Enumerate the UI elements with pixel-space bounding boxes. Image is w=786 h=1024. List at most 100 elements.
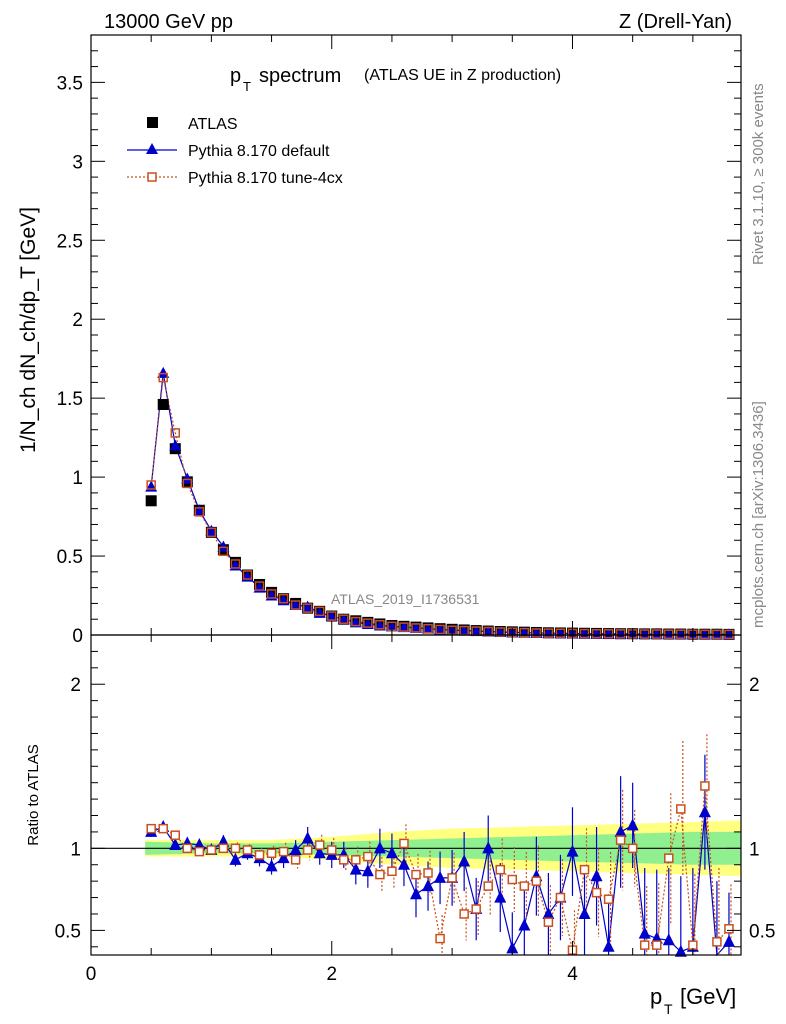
main-point-tune [375, 619, 385, 630]
ratio-ytick-label-right: 0.5 [749, 921, 775, 942]
main-point-tune [206, 527, 217, 538]
main-point-default [614, 627, 627, 639]
main-point-default [410, 621, 422, 633]
rivet-version-label: Rivet 3.1.10, ≥ 300k events [750, 83, 767, 265]
ratio-point-tune [471, 904, 481, 914]
main-point-default [710, 628, 723, 640]
ratio-point-tune [242, 845, 253, 855]
main-point-default [662, 628, 675, 640]
ratio-point-tune [700, 781, 710, 791]
main-ytick-label: 3.5 [57, 73, 83, 94]
main-point-tune [591, 628, 602, 639]
legend-marker-atlas [147, 117, 158, 128]
main-point-default [325, 610, 338, 622]
main-point-tune [712, 629, 722, 640]
main-point-default [698, 628, 711, 640]
main-point-default [193, 504, 206, 516]
main-point-tune [351, 616, 361, 627]
ratio-xtick-label: 4 [567, 964, 578, 985]
ratio-point-tune [603, 894, 614, 904]
ratio-point-tune [351, 855, 361, 865]
main-point-tune [531, 628, 542, 638]
ratio-point-tune [483, 881, 493, 891]
main-ytick-label: 1.5 [57, 389, 83, 410]
ratio-point-tune [591, 887, 602, 898]
ratio-point-default [458, 854, 471, 867]
main-point-default [205, 524, 218, 536]
ratio-point-tune [266, 848, 277, 859]
main-point-default [674, 628, 687, 640]
ratio-point-default [602, 939, 615, 952]
ratio-ytick-label-left: 2 [70, 675, 81, 696]
ratio-point-default [289, 842, 302, 855]
main-point-tune [603, 628, 614, 639]
ratio-point-default [626, 818, 639, 831]
legend-label-default: Pythia 8.170 default [188, 143, 330, 160]
main-point-default [482, 625, 495, 637]
main-point-tune [411, 623, 421, 633]
main-point-tune [639, 629, 650, 639]
xlabel-subscript: T [664, 1001, 673, 1017]
main-point-default [458, 624, 471, 636]
ratio-point-tune [290, 855, 301, 865]
ratio-ytick-label-left: 0.5 [55, 921, 81, 942]
mcplots-label: mcplots.cern.ch [arXiv:1306.3436] [750, 401, 767, 628]
ratio-point-tune [543, 917, 554, 927]
ratio-frame [90, 634, 742, 956]
main-ytick-label: 3 [72, 152, 83, 173]
main-point-tune [254, 581, 265, 591]
main-point-tune [519, 627, 530, 638]
ratio-point-default [482, 841, 495, 854]
ratio-point-tune [519, 881, 530, 891]
ratio-ytick-label-left: 1 [70, 839, 81, 860]
main-ytick-label: 2 [72, 310, 83, 331]
main-point-tune [555, 628, 566, 639]
ratio-point-tune [230, 843, 241, 854]
main-point-tune [399, 622, 409, 632]
ratio-point-default [722, 934, 735, 947]
legend: ATLAS Pythia 8.170 default Pythia 8.170 … [127, 116, 343, 187]
main-point-default [650, 628, 663, 640]
main-ytick-label: 2.5 [57, 231, 83, 252]
ratio-point-tune [507, 874, 518, 885]
ratio-point-default [422, 879, 435, 892]
main-point-default [638, 628, 651, 640]
main-point-tune [230, 559, 241, 569]
main-point-tune [158, 372, 168, 383]
main-point-default [361, 617, 374, 629]
main-point-tune [579, 628, 590, 639]
main-ylabel: 1/N_ch dN_ch/dp_T [GeV] [17, 207, 40, 453]
ratio-point-default [434, 870, 447, 883]
ratio-point-default [506, 941, 519, 954]
ratio-point-default [349, 862, 362, 875]
ratio-point-default [518, 918, 531, 931]
main-axis-ticks: 0 0.5 1 1.5 2 2.5 3 3.5 [57, 35, 741, 647]
main-point-tune [218, 546, 229, 557]
main-point-tune [182, 478, 193, 489]
main-point-tune [435, 624, 445, 635]
ratio-point-default [410, 887, 422, 900]
legend-marker-tune [147, 172, 157, 182]
ratio-point-tune [447, 873, 457, 883]
main-point-tune [664, 629, 674, 639]
main-point-tune [278, 593, 289, 604]
ratio-point-default [698, 805, 711, 818]
ratio-point-default [674, 944, 687, 957]
ratio-point-tune [194, 846, 205, 857]
ratio-point-tune [651, 940, 662, 950]
ratio-xtick-label: 2 [326, 964, 337, 985]
ratio-point-tune [339, 855, 349, 865]
main-ytick-label: 1 [72, 468, 83, 489]
main-point-default [470, 625, 483, 637]
ratio-point-default [494, 890, 507, 903]
main-ytick-label: 0.5 [57, 547, 83, 568]
legend-label-atlas: ATLAS [188, 116, 238, 133]
main-point-default [422, 622, 435, 634]
ratio-point-tune [555, 892, 566, 903]
main-point-default [181, 472, 194, 484]
main-point-tune [543, 628, 554, 638]
main-ytick-label: 0 [72, 626, 83, 647]
main-point-default [590, 627, 603, 639]
main-point-default [602, 627, 615, 639]
